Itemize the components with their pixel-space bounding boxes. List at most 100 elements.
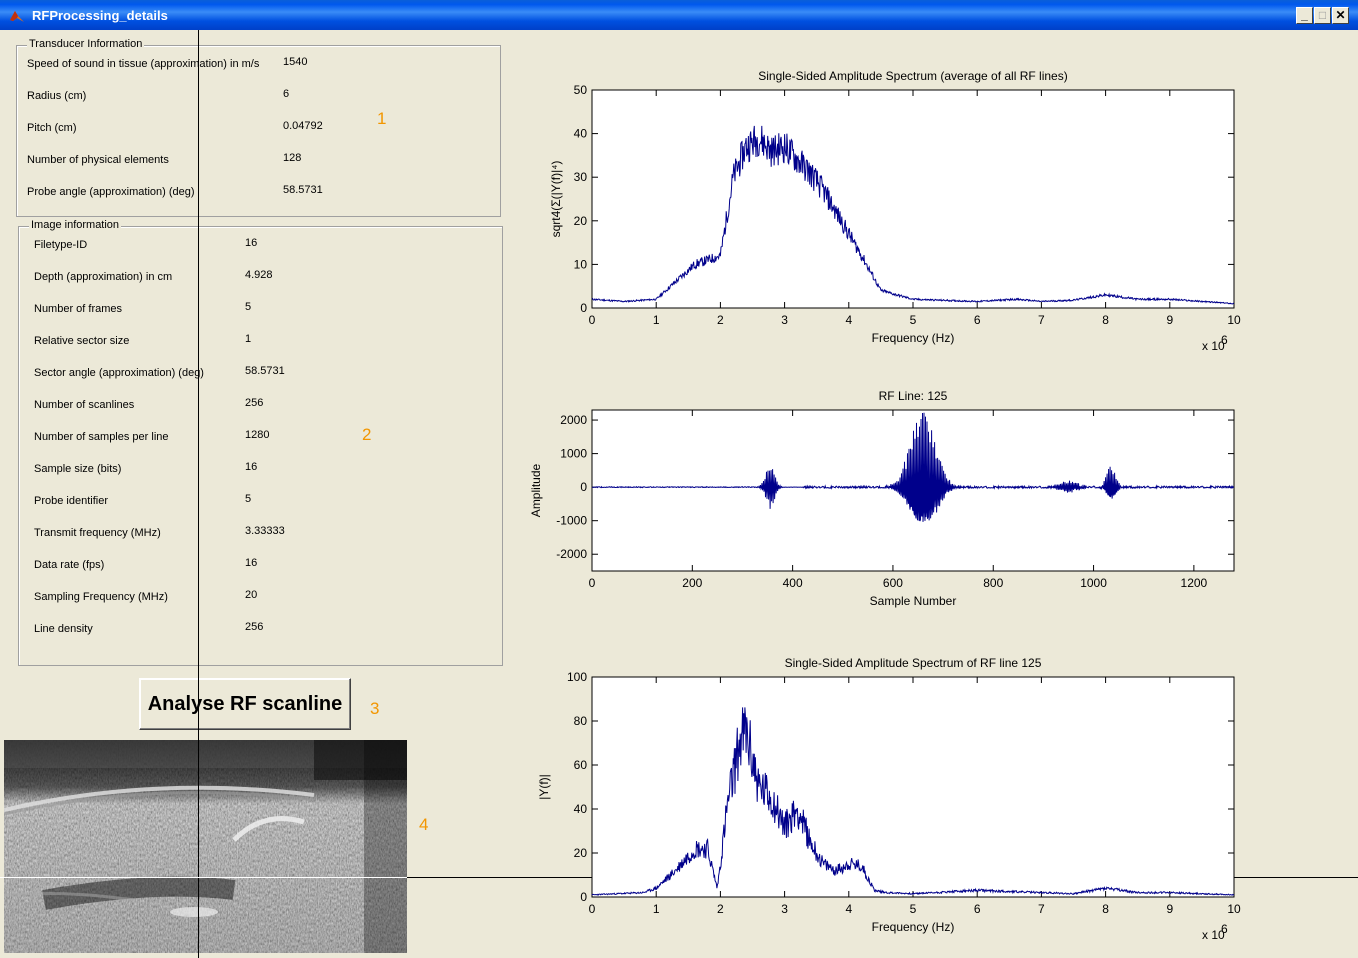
image-info-row-label: Data rate (fps) (34, 559, 105, 571)
rf-line-spectrum-plot[interactable]: Single-Sided Amplitude Spectrum of RF li… (520, 650, 1260, 950)
y-tick-label: 30 (574, 170, 588, 184)
y-tick-label: 2000 (560, 413, 587, 427)
minimize-icon: _ (1301, 8, 1308, 22)
image-panel-title: Image information (29, 219, 122, 231)
rf-spectrum-series-line (591, 707, 1235, 896)
plot-title: RF Line: 125 (879, 389, 948, 403)
x-tick-label: 600 (883, 576, 903, 590)
rf-line-plot[interactable]: RF Line: 125 0 200 400 600 800 1000 1200 2000 100… (520, 384, 1260, 614)
transducer-panel-title: Transducer Information (27, 38, 145, 50)
transducer-row-value: 0.04792 (283, 120, 323, 132)
y-axis-label: sqrt4(Σ(|Y(f)|⁴) (549, 161, 563, 238)
x-axis-label: Frequency (Hz) (872, 920, 955, 934)
x-tick-label: 1200 (1181, 576, 1208, 590)
y-tick-label: 10 (574, 257, 588, 271)
y-tick-label: 20 (574, 214, 588, 228)
average-spectrum-plot[interactable]: Single-Sided Amplitude Spectrum (average… (520, 62, 1260, 362)
image-info-row-value: 20 (245, 589, 258, 601)
image-info-row-value: 1 (245, 333, 252, 345)
transducer-row-label: Radius (cm) (27, 90, 87, 102)
x-axis-label: Sample Number (870, 594, 957, 608)
x-tick-label: 400 (783, 576, 803, 590)
x-tick-label: 8 (1102, 902, 1109, 916)
image-info-row-label: Number of frames (34, 303, 123, 315)
marker-1: 1 (377, 109, 387, 128)
y-axis-label: |Y(f)| (537, 774, 551, 800)
x-tick-label: 0 (589, 313, 596, 327)
marker-2: 2 (362, 425, 372, 444)
x-multiplier-exponent: 6 (1221, 922, 1228, 936)
rf-signal-line (591, 412, 1234, 522)
y-tick-label: 1000 (560, 447, 587, 461)
x-tick-label: 10 (1227, 902, 1241, 916)
y-tick-label: 20 (574, 846, 588, 860)
x-tick-label: 7 (1038, 313, 1045, 327)
x-tick-label: 1 (653, 313, 660, 327)
image-info-row-value: 256 (245, 397, 264, 409)
y-tick-label: 50 (574, 83, 588, 97)
x-tick-label: 3 (781, 313, 788, 327)
plot-title: Single-Sided Amplitude Spectrum of RF li… (785, 656, 1042, 670)
y-tick-label: 40 (574, 802, 588, 816)
minimize-button[interactable]: _ (1296, 7, 1313, 24)
x-tick-label: 7 (1038, 902, 1045, 916)
y-axis-label: Amplitude (529, 464, 543, 518)
transducer-row-value: 128 (283, 152, 302, 164)
y-tick-label: -1000 (556, 514, 587, 528)
image-info-row-value: 256 (245, 621, 264, 633)
analyse-rf-scanline-button[interactable]: Analyse RF scanline (139, 678, 351, 730)
image-info-row-value: 1280 (245, 429, 270, 441)
image-info-row-label: Number of scanlines (34, 399, 135, 411)
maximize-icon: □ (1318, 8, 1327, 22)
x-tick-label: 4 (845, 902, 852, 916)
x-tick-label: 0 (589, 576, 596, 590)
x-tick-label: 6 (974, 902, 981, 916)
x-tick-label: 5 (910, 902, 917, 916)
image-info-row-label: Relative sector size (34, 335, 130, 347)
x-axis-label: Frequency (Hz) (872, 331, 955, 345)
x-tick-label: 9 (1166, 313, 1173, 327)
y-tick-label: 0 (580, 480, 587, 494)
x-tick-label: 5 (910, 313, 917, 327)
image-info-row-label: Depth (approximation) in cm (34, 271, 173, 283)
x-multiplier-label: x 10 (1202, 928, 1225, 942)
x-tick-label: 4 (845, 313, 852, 327)
x-tick-label: 6 (974, 313, 981, 327)
x-tick-label: 8 (1102, 313, 1109, 327)
transducer-row-label: Probe angle (approximation) (deg) (27, 186, 195, 198)
x-tick-label: 9 (1166, 902, 1173, 916)
transducer-row-value: 1540 (283, 56, 308, 68)
maximize-button[interactable]: □ (1314, 7, 1331, 24)
x-tick-label: 0 (589, 902, 596, 916)
image-info-panel: Image information (18, 219, 503, 666)
image-info-row-label: Transmit frequency (MHz) (34, 527, 161, 539)
y-tick-label: 40 (574, 127, 588, 141)
y-tick-label: -2000 (556, 547, 587, 561)
image-info-row-label: Line density (34, 623, 93, 635)
y-tick-label: 0 (580, 301, 587, 315)
x-tick-label: 1 (653, 902, 660, 916)
y-tick-label: 60 (574, 758, 588, 772)
close-icon: ✕ (1335, 8, 1346, 22)
x-tick-label: 2 (717, 902, 724, 916)
image-info-row-value: 5 (245, 301, 252, 313)
plot-area (591, 676, 1235, 898)
image-info-row-label: Sector angle (approximation) (deg) (34, 367, 204, 379)
window-title-bar[interactable]: RFProcessing_details _ □ ✕ (0, 0, 1358, 30)
image-info-row-label: Number of samples per line (34, 431, 169, 443)
y-tick-label: 0 (580, 890, 587, 904)
image-info-row-label: Sampling Frequency (MHz) (34, 591, 168, 603)
transducer-row-label: Number of physical elements (27, 154, 169, 166)
plot-title: Single-Sided Amplitude Spectrum (average… (758, 69, 1067, 83)
marker-4: 4 (419, 815, 429, 834)
close-button[interactable]: ✕ (1332, 7, 1349, 24)
x-tick-label: 800 (983, 576, 1003, 590)
image-info-row-value: 16 (245, 237, 258, 249)
transducer-row-value: 58.5731 (283, 184, 323, 196)
ultrasound-image[interactable] (4, 740, 407, 953)
window-title: RFProcessing_details (32, 8, 168, 23)
image-info-row-value: 16 (245, 557, 258, 569)
transducer-info-panel: Transducer Information (16, 38, 501, 217)
plot-area (591, 89, 1235, 309)
x-tick-label: 3 (781, 902, 788, 916)
